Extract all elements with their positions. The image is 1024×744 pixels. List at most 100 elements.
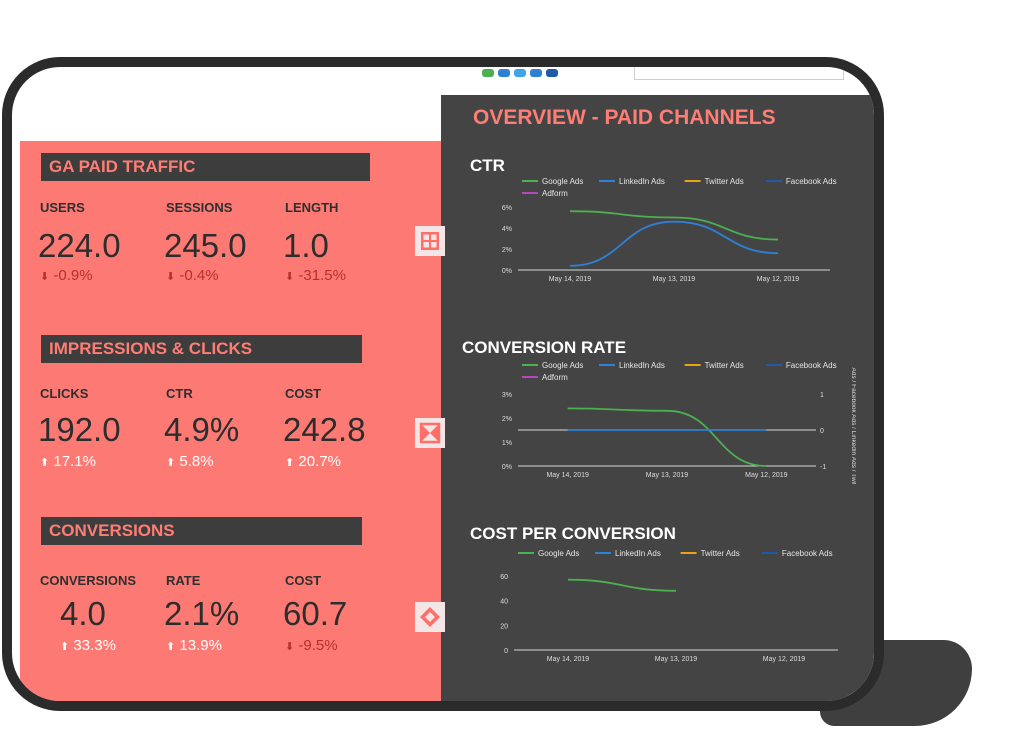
- x-tick-label: May 14, 2019: [549, 276, 592, 283]
- kpi-label-conversions: CONVERSIONS: [40, 573, 137, 588]
- y2-tick-label: 1: [820, 392, 824, 399]
- y-tick-label: 60: [500, 574, 508, 581]
- kpi-value-cost-per-conversion: 60.7: [283, 595, 348, 632]
- section-header-ga-paid-traffic: GA PAID TRAFFIC: [41, 153, 370, 181]
- legend-label-twitter-ads: Twitter Ads: [701, 549, 740, 558]
- arrow-up-icon: ⬆: [166, 457, 176, 469]
- x-tick-label: May 14, 2019: [546, 472, 589, 479]
- section-header-conversions: CONVERSIONS: [41, 517, 362, 545]
- y-tick-label: 0: [504, 648, 508, 655]
- kpi-value-clicks: 192.0: [38, 411, 121, 448]
- legend-label-adform: Adform: [542, 373, 568, 382]
- cost-per-conversion-chart: Google Ads LinkedIn Ads Twitter Ads Faceboo…: [500, 549, 838, 663]
- chart-title-ctr: CTR: [470, 156, 505, 175]
- kpi-label-sessions: SESSIONS: [166, 200, 233, 215]
- chart-title-conversion-rate: CONVERSION RATE: [462, 338, 627, 357]
- y-tick-label: 0%: [502, 268, 512, 275]
- kpi-value-ctr: 4.9%: [164, 411, 240, 448]
- charts-panel: [441, 95, 874, 701]
- legend-label-adform: Adform: [542, 189, 568, 198]
- kpi-label-length: LENGTH: [285, 200, 339, 215]
- kpi-value-rate: 2.1%: [164, 595, 240, 632]
- y-tick-label: 2%: [502, 416, 512, 423]
- kpi-value-cost: 242.8: [283, 411, 366, 448]
- legend-label-linkedin-ads: LinkedIn Ads: [619, 361, 665, 370]
- legend-label-facebook-ads: Facebook Ads: [786, 177, 837, 186]
- kpi-delta-cost-per-conversion: ⬇ -9.5%: [285, 637, 338, 654]
- bowtie-icon[interactable]: [415, 418, 445, 448]
- y-tick-label: 40: [500, 599, 508, 606]
- legend-label-linkedin-ads: LinkedIn Ads: [615, 549, 661, 558]
- overview-title: OVERVIEW - PAID CHANNELS: [473, 106, 776, 129]
- arrow-up-icon: ⬆: [40, 457, 50, 469]
- legend-label-facebook-ads: Facebook Ads: [786, 361, 837, 370]
- arrow-up-icon: ⬆: [60, 641, 70, 653]
- legend-label-twitter-ads: Twitter Ads: [705, 361, 744, 370]
- legend-label-google-ads: Google Ads: [542, 361, 583, 370]
- legend-label-google-ads: Google Ads: [542, 177, 583, 186]
- y-tick-label: 3%: [502, 392, 512, 399]
- kpi-label-users: USERS: [40, 200, 85, 215]
- share-link-icon[interactable]: [530, 69, 542, 77]
- kpi-panel: [20, 141, 441, 701]
- legend-label-google-ads: Google Ads: [538, 549, 579, 558]
- grid-icon[interactable]: [415, 226, 445, 256]
- share-twitter-icon[interactable]: [514, 69, 526, 77]
- y-tick-label: 4%: [502, 226, 512, 233]
- kpi-delta-users: ⬇ -0.9%: [40, 267, 93, 284]
- arrow-down-icon: ⬇: [285, 641, 295, 653]
- legend-label-twitter-ads: Twitter Ads: [705, 177, 744, 186]
- x-tick-label: May 13, 2019: [653, 276, 696, 283]
- x-tick-label: May 12, 2019: [745, 472, 788, 479]
- share-linkedin-icon[interactable]: [546, 69, 558, 77]
- series-line-google-ads: [567, 578, 677, 592]
- legend-label-facebook-ads: Facebook Ads: [782, 549, 833, 558]
- conversion-rate-chart: Google Ads LinkedIn Ads Twitter Ads Faceboo…: [502, 361, 856, 484]
- kpi-label-cost-per-conversion: COST: [285, 573, 322, 588]
- arrow-down-icon: ⬇: [285, 271, 295, 283]
- kpi-value-sessions: 245.0: [164, 227, 247, 264]
- y2-tick-label: -1: [820, 464, 826, 471]
- share-icons: [482, 69, 558, 83]
- kpi-value-conversions: 4.0: [60, 595, 106, 632]
- share-green-icon[interactable]: [482, 69, 494, 77]
- y2-tick-label: 0: [820, 428, 824, 435]
- kpi-value-users: 224.0: [38, 227, 121, 264]
- arrow-up-icon: ⬆: [285, 457, 295, 469]
- arrow-down-icon: ⬇: [40, 271, 50, 283]
- x-tick-label: May 12, 2019: [757, 276, 800, 283]
- x-tick-label: May 13, 2019: [646, 472, 689, 479]
- top-search-input[interactable]: [634, 67, 844, 80]
- kpi-label-ctr: CTR: [166, 386, 193, 401]
- y-tick-label: 1%: [502, 440, 512, 447]
- ctr-chart: Google Ads LinkedIn Ads Twitter Ads Faceboo…: [502, 177, 837, 283]
- kpi-label-rate: RATE: [166, 573, 201, 588]
- kpi-delta-ctr: ⬆ 5.8%: [166, 453, 214, 470]
- kpi-label-cost: COST: [285, 386, 322, 401]
- arrow-down-icon: ⬇: [166, 271, 176, 283]
- series-line-linkedin-ads: [569, 220, 779, 267]
- section-header-impressions-clicks: IMPRESSIONS & CLICKS: [41, 335, 362, 363]
- kpi-value-length: 1.0: [283, 227, 329, 264]
- series-line-google-ads: [567, 407, 767, 467]
- y-tick-label: 2%: [502, 247, 512, 254]
- kpi-delta-cost: ⬆ 20.7%: [285, 453, 341, 470]
- kpi-delta-conversions: ⬆ 33.3%: [60, 637, 116, 654]
- kpi-delta-length: ⬇ -31.5%: [285, 267, 346, 284]
- series-line-google-ads: [569, 210, 779, 241]
- kpi-delta-sessions: ⬇ -0.4%: [166, 267, 219, 284]
- legend-label-linkedin-ads: LinkedIn Ads: [619, 177, 665, 186]
- diamond-icon[interactable]: [415, 602, 445, 632]
- y2-axis-label: Ads / Facebook Ads / LinkedIn Ads / Twit…: [850, 368, 856, 484]
- y-tick-label: 20: [500, 623, 508, 630]
- x-tick-label: May 12, 2019: [763, 656, 806, 663]
- y-tick-label: 6%: [502, 205, 512, 212]
- kpi-delta-clicks: ⬆ 17.1%: [40, 453, 96, 470]
- x-tick-label: May 14, 2019: [547, 656, 590, 663]
- kpi-label-clicks: CLICKS: [40, 386, 89, 401]
- arrow-up-icon: ⬆: [166, 641, 176, 653]
- kpi-delta-rate: ⬆ 13.9%: [166, 637, 222, 654]
- y-tick-label: 0%: [502, 464, 512, 471]
- share-blue-icon[interactable]: [498, 69, 510, 77]
- x-tick-label: May 13, 2019: [655, 656, 698, 663]
